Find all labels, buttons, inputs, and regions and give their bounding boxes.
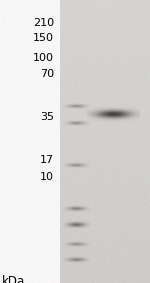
Text: 100: 100 (33, 53, 54, 63)
Text: 35: 35 (40, 112, 54, 123)
Text: 210: 210 (33, 18, 54, 28)
Text: 10: 10 (40, 172, 54, 182)
Text: 150: 150 (33, 33, 54, 43)
Text: 17: 17 (40, 155, 54, 165)
Text: 70: 70 (40, 69, 54, 80)
Text: kDa: kDa (2, 275, 25, 283)
